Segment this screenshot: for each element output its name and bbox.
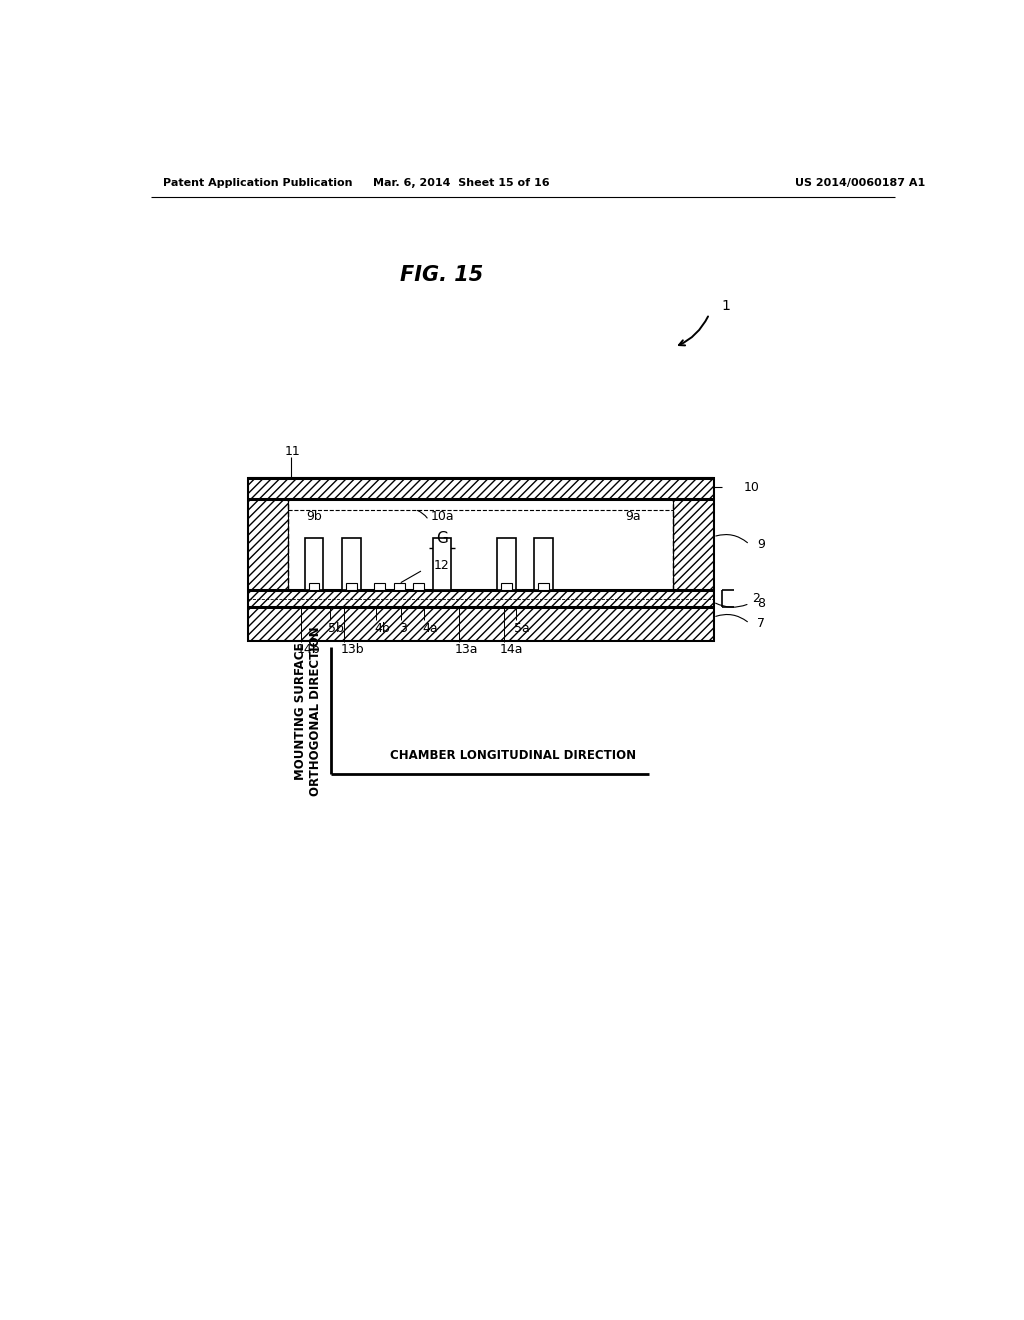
Text: 8: 8 <box>758 597 765 610</box>
Text: MOUNTING SURFACE
ORTHOGONAL DIRECTION: MOUNTING SURFACE ORTHOGONAL DIRECTION <box>294 626 322 796</box>
Text: 13b: 13b <box>340 643 364 656</box>
Text: 14b: 14b <box>297 643 321 656</box>
Text: 7: 7 <box>758 616 765 630</box>
Text: 9: 9 <box>758 539 765 550</box>
Text: 4b: 4b <box>375 622 390 635</box>
Text: 13a: 13a <box>455 643 478 656</box>
Bar <box>375 582 385 590</box>
Text: 10a: 10a <box>430 510 454 523</box>
Text: 2: 2 <box>752 593 760 606</box>
Bar <box>535 539 553 590</box>
Text: FIG. 15: FIG. 15 <box>400 265 483 285</box>
Bar <box>414 582 424 590</box>
Bar <box>248 607 713 640</box>
Bar <box>248 590 713 607</box>
Bar <box>305 539 324 590</box>
Text: 9b: 9b <box>306 510 322 523</box>
Bar <box>346 582 356 590</box>
Text: G: G <box>436 531 447 546</box>
Text: Mar. 6, 2014  Sheet 15 of 16: Mar. 6, 2014 Sheet 15 of 16 <box>373 178 550 187</box>
Text: 11: 11 <box>285 445 300 458</box>
Bar <box>501 582 512 590</box>
Bar <box>342 539 360 590</box>
Bar <box>248 499 289 590</box>
Text: 5b: 5b <box>328 622 344 635</box>
Text: 14a: 14a <box>500 643 523 656</box>
Bar <box>308 582 319 590</box>
Text: Patent Application Publication: Patent Application Publication <box>163 178 352 187</box>
Bar <box>248 478 713 640</box>
Text: CHAMBER LONGITUDINAL DIRECTION: CHAMBER LONGITUDINAL DIRECTION <box>390 748 636 762</box>
Text: 4a: 4a <box>423 622 438 635</box>
Bar <box>538 582 549 590</box>
Text: 5a: 5a <box>514 622 529 635</box>
Bar <box>497 539 515 590</box>
Bar <box>432 539 452 590</box>
Text: 1: 1 <box>722 300 731 313</box>
Text: 9a: 9a <box>625 510 640 523</box>
Text: 12: 12 <box>434 560 450 572</box>
Text: US 2014/0060187 A1: US 2014/0060187 A1 <box>796 178 926 187</box>
Bar <box>394 582 404 590</box>
Bar <box>673 499 713 590</box>
Text: 3: 3 <box>399 622 408 635</box>
Bar <box>248 478 713 499</box>
Text: 10: 10 <box>744 480 760 494</box>
